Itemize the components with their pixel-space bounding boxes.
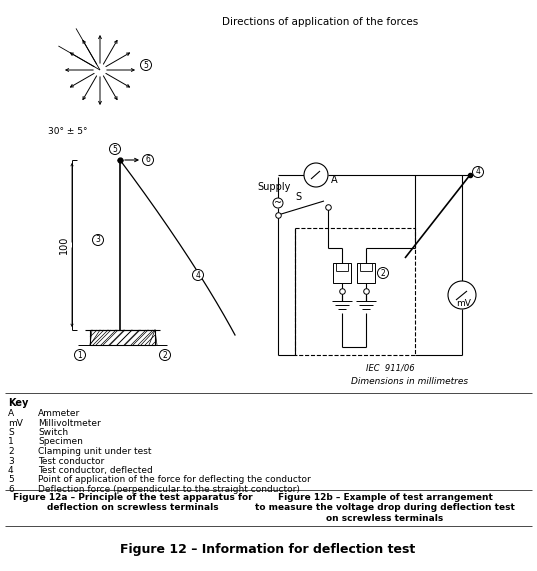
Text: Directions of application of the forces: Directions of application of the forces xyxy=(222,17,418,27)
Text: ~: ~ xyxy=(274,198,282,208)
Text: S: S xyxy=(295,192,301,202)
Circle shape xyxy=(142,155,154,166)
Text: 4: 4 xyxy=(8,466,13,475)
Text: 2: 2 xyxy=(163,351,168,360)
Circle shape xyxy=(378,267,388,279)
Text: 2: 2 xyxy=(8,447,13,456)
Text: 5: 5 xyxy=(8,476,14,485)
Text: Test conductor: Test conductor xyxy=(38,456,104,465)
Text: 30° ± 5°: 30° ± 5° xyxy=(48,127,88,136)
Text: 6: 6 xyxy=(146,155,150,164)
Text: Figure 12a – Principle of the test apparatus for
deflection on screwless termina: Figure 12a – Principle of the test appar… xyxy=(13,493,253,512)
Circle shape xyxy=(304,163,328,187)
Bar xyxy=(333,263,351,283)
Text: S: S xyxy=(8,428,14,437)
Text: Clamping unit under test: Clamping unit under test xyxy=(38,447,151,456)
Text: 1: 1 xyxy=(8,437,14,447)
Text: 100: 100 xyxy=(59,236,69,254)
Text: 4: 4 xyxy=(195,271,200,279)
Text: Figure 12b – Example of test arrangement
to measure the voltage drop during defl: Figure 12b – Example of test arrangement… xyxy=(255,493,515,523)
Circle shape xyxy=(473,167,483,178)
Text: A: A xyxy=(331,175,338,185)
Circle shape xyxy=(192,270,204,280)
Bar xyxy=(357,263,375,283)
Text: 4: 4 xyxy=(476,167,481,176)
Text: Point of application of the force for deflecting the conductor: Point of application of the force for de… xyxy=(38,476,311,485)
Text: Test conductor, deflected: Test conductor, deflected xyxy=(38,466,153,475)
Text: 1: 1 xyxy=(78,351,82,360)
Text: 3: 3 xyxy=(96,235,100,244)
Circle shape xyxy=(448,281,476,309)
Text: Switch: Switch xyxy=(38,428,68,437)
Text: 6: 6 xyxy=(8,485,14,494)
Circle shape xyxy=(110,143,120,155)
Bar xyxy=(90,330,155,345)
Text: 5: 5 xyxy=(143,61,148,70)
Bar xyxy=(295,228,415,355)
Text: Millivoltmeter: Millivoltmeter xyxy=(38,419,101,428)
Circle shape xyxy=(159,349,171,360)
Circle shape xyxy=(92,235,104,246)
Circle shape xyxy=(75,349,85,360)
Text: Figure 12 – Information for deflection test: Figure 12 – Information for deflection t… xyxy=(120,544,416,557)
Text: Key: Key xyxy=(8,398,28,408)
Text: 2: 2 xyxy=(381,268,386,278)
Text: 5: 5 xyxy=(113,144,118,154)
Text: IEC  911/06: IEC 911/06 xyxy=(366,364,415,372)
Circle shape xyxy=(273,198,283,208)
Text: Supply: Supply xyxy=(257,182,291,192)
Text: Deflection force (perpendicular to the straight conductor): Deflection force (perpendicular to the s… xyxy=(38,485,300,494)
Text: A: A xyxy=(8,409,14,418)
Text: Dimensions in millimetres: Dimensions in millimetres xyxy=(351,377,469,387)
Text: mV: mV xyxy=(456,299,471,308)
Text: Ammeter: Ammeter xyxy=(38,409,80,418)
Text: Specimen: Specimen xyxy=(38,437,83,447)
Text: mV: mV xyxy=(8,419,23,428)
Text: 3: 3 xyxy=(8,456,14,465)
Circle shape xyxy=(141,59,151,70)
